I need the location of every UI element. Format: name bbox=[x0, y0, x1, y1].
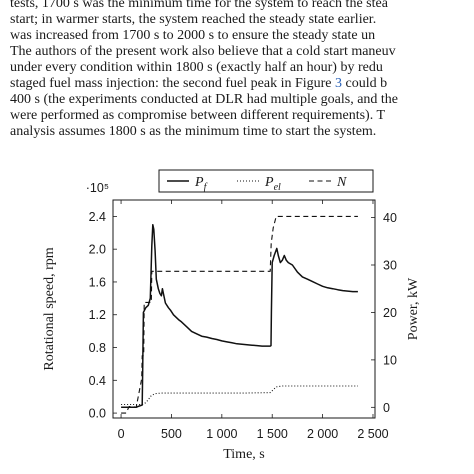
legend-label-subscript: el bbox=[274, 182, 281, 193]
x-axis-label: Time, s bbox=[223, 447, 265, 462]
x-tick-label: 1 500 bbox=[257, 427, 288, 441]
legend-label-main: P bbox=[264, 175, 274, 190]
x-tick-label: 2 000 bbox=[307, 427, 338, 441]
y-left-tick-label: 0.8 bbox=[89, 341, 106, 355]
legend-box bbox=[158, 169, 374, 193]
y-left-axis-label: Rotational speed, rpm bbox=[42, 247, 57, 370]
legend-label-p-f: Pf bbox=[194, 175, 208, 193]
paragraph-line-3: was increased from 1700 s to 2000 s to e… bbox=[10, 28, 376, 43]
paragraph-line-9: analysis assumes 1800 s as the minimum t… bbox=[10, 124, 377, 139]
x-tick-label: 1 000 bbox=[206, 427, 237, 441]
plot-frame bbox=[112, 199, 376, 419]
y-right-tick-label: 0 bbox=[383, 401, 390, 415]
x-tick-label: 500 bbox=[161, 427, 182, 441]
y-left-tick-label: 1.2 bbox=[89, 308, 106, 322]
series-line-p-el bbox=[121, 385, 358, 406]
x-tick-label: 2 500 bbox=[357, 427, 388, 441]
paragraph-line-2: start; in warmer starts, the system reac… bbox=[10, 12, 377, 27]
legend-label-p-el: Pel bbox=[264, 175, 281, 193]
paragraph-line-1: tests, 1700 s was the minimum time for t… bbox=[10, 0, 388, 11]
y-right-tick-label: 10 bbox=[383, 353, 397, 367]
paragraph-line-4: The authors of the present work also bel… bbox=[10, 44, 396, 59]
y-right-axis-label: Power, kW bbox=[406, 277, 421, 340]
y-right-tick-label: 30 bbox=[383, 258, 397, 272]
figure-reference-link[interactable]: 3 bbox=[335, 76, 343, 91]
x-tick-label: 0 bbox=[118, 427, 125, 441]
y-right-tick-label: 20 bbox=[383, 306, 397, 320]
paragraph-line-6: staged fuel mass injection: the second f… bbox=[10, 76, 387, 92]
y-left-tick-label: 0.4 bbox=[89, 374, 106, 388]
paragraph-line-6-text: staged fuel mass injection: the second f… bbox=[10, 76, 336, 91]
series-line-p-f bbox=[121, 223, 358, 409]
legend-label-subscript: f bbox=[204, 182, 208, 193]
y-left-multiplier: ·10⁵ bbox=[86, 181, 109, 195]
y-left-tick-label: 2.0 bbox=[89, 243, 106, 257]
y-left-tick-label: 2.4 bbox=[89, 210, 106, 224]
y-left-tick-label: 1.6 bbox=[89, 275, 106, 289]
paragraph-line-6-tail: could b bbox=[342, 76, 388, 91]
paragraph-line-5: under every condition within 1800 s (exa… bbox=[10, 60, 383, 75]
legend-label-main: N bbox=[336, 175, 347, 190]
paragraph-line-8: were performed as compromise between dif… bbox=[10, 108, 385, 123]
y-right-tick-label: 40 bbox=[383, 211, 397, 225]
paragraph-line-7: 400 s (the experiments conducted at DLR … bbox=[10, 92, 399, 107]
legend-label-n: N bbox=[336, 175, 347, 190]
series-line-n bbox=[121, 215, 358, 414]
legend-label-main: P bbox=[194, 175, 204, 190]
y-left-tick-label: 0.0 bbox=[89, 407, 106, 421]
